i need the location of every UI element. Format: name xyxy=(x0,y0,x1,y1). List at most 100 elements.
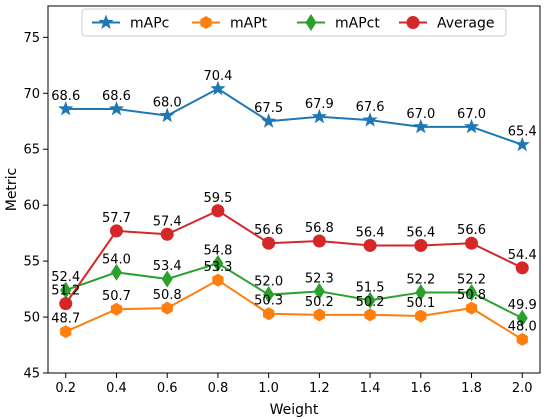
point-mapc xyxy=(514,136,530,152)
point-mapct xyxy=(415,283,427,301)
data-label-mapct: 54.0 xyxy=(102,252,131,267)
point-mapt xyxy=(364,308,376,322)
data-label-mapct: 52.3 xyxy=(305,271,334,286)
data-label-mapct: 52.2 xyxy=(457,272,486,287)
point-mapct xyxy=(466,283,478,301)
point-mapt xyxy=(212,273,224,287)
point-mapt xyxy=(110,302,123,316)
data-label-mapc: 67.0 xyxy=(457,107,486,122)
data-label-mapt: 50.8 xyxy=(153,288,182,303)
point-mapc xyxy=(463,118,480,134)
y-tick-label: 55 xyxy=(23,255,40,270)
x-tick-label: 0.8 xyxy=(208,381,229,396)
point-mapct xyxy=(60,281,72,299)
data-label-mapc: 67.9 xyxy=(305,97,334,112)
y-tick-label: 60 xyxy=(23,199,40,214)
data-label-mapc: 68.6 xyxy=(51,89,80,104)
data-label-average: 51.2 xyxy=(51,284,80,299)
data-label-mapct: 49.9 xyxy=(508,298,537,313)
point-mapc xyxy=(210,80,226,96)
point-mapct xyxy=(212,254,224,272)
data-label-average: 56.4 xyxy=(406,225,435,240)
data-label-mapct: 52.2 xyxy=(406,272,435,287)
plot-area xyxy=(48,6,540,373)
data-label-mapt: 50.1 xyxy=(406,296,435,311)
x-tick-label: 0.4 xyxy=(106,381,127,396)
x-axis-label: Weight xyxy=(270,402,319,418)
data-label-mapct: 52.4 xyxy=(51,270,80,285)
plot-background xyxy=(48,6,540,373)
point-mapc xyxy=(108,100,125,116)
point-average xyxy=(109,224,123,238)
x-tick-label: 1.8 xyxy=(461,381,482,396)
legend-marker xyxy=(98,14,114,29)
point-average xyxy=(363,238,377,252)
legend-entry-mapct: mAPct xyxy=(297,14,380,32)
point-mapc xyxy=(261,113,277,128)
point-average xyxy=(262,236,276,250)
point-mapt xyxy=(465,301,478,315)
axes: 0.2 0.4 0.6 0.8 1.0 1.2 1.4 1.6 1.8 2.0 45 50 55 60 65… xyxy=(23,5,541,396)
data-label-mapc: 67.6 xyxy=(356,100,385,115)
data-label-mapc: 68.0 xyxy=(153,96,182,111)
x-tick-label: 2.0 xyxy=(512,381,533,396)
data-label-mapct: 51.5 xyxy=(356,280,385,295)
legend-marker xyxy=(305,14,317,31)
series-line-mapct xyxy=(65,262,523,320)
data-label-average: 57.4 xyxy=(153,214,182,229)
point-average xyxy=(465,236,479,250)
legend: mAPc mAPt mAPct Average xyxy=(81,8,507,37)
legend-entry-mapc: mAPc xyxy=(92,14,169,32)
x-tick-label: 1.6 xyxy=(410,381,431,396)
data-label-mapct: 54.8 xyxy=(203,243,232,258)
data-label-mapc: 70.4 xyxy=(203,69,232,84)
point-mapct xyxy=(516,309,528,327)
point-mapc xyxy=(311,108,327,124)
point-average xyxy=(160,227,174,241)
axes-frame xyxy=(47,5,541,374)
series-line-mapt xyxy=(65,278,523,341)
data-label-mapt: 48.0 xyxy=(508,319,537,334)
x-tick-label: 1.0 xyxy=(258,381,279,396)
x-tick-label: 1.2 xyxy=(309,381,330,396)
data-label-mapt: 50.3 xyxy=(254,294,283,309)
y-tick-label: 65 xyxy=(23,143,40,158)
data-label-average: 56.8 xyxy=(305,221,334,236)
point-mapct xyxy=(313,282,325,300)
legend-marker xyxy=(406,16,420,29)
data-label-mapct: 52.0 xyxy=(254,275,283,290)
point-mapct xyxy=(263,286,275,304)
x-tick-label: 0.6 xyxy=(157,381,178,396)
y-axis-label: Metric xyxy=(4,168,20,212)
data-label-mapt: 50.2 xyxy=(305,295,334,310)
data-label-mapt: 50.7 xyxy=(102,289,131,304)
data-label-mapt: 53.3 xyxy=(203,260,232,275)
point-mapc xyxy=(58,100,74,116)
point-average xyxy=(59,297,73,311)
data-label-mapt: 50.8 xyxy=(457,288,486,303)
point-average xyxy=(515,261,529,275)
data-label-mapc: 68.6 xyxy=(102,89,131,104)
data-label-average: 57.7 xyxy=(102,211,131,226)
series-line-mapc xyxy=(65,87,523,146)
point-average xyxy=(414,238,428,252)
y-tick-label: 70 xyxy=(23,87,40,102)
point-mapt xyxy=(60,325,72,339)
data-label-average: 56.4 xyxy=(356,225,385,240)
legend-label: mAPct xyxy=(335,16,380,32)
data-label-average: 54.4 xyxy=(508,248,537,263)
point-mapct xyxy=(110,263,122,281)
legend-label: mAPt xyxy=(230,16,268,32)
legend-marker xyxy=(200,16,212,29)
legend-label: mAPc xyxy=(130,16,169,32)
data-label-average: 56.6 xyxy=(457,223,486,238)
point-mapt xyxy=(161,301,173,315)
data-label-mapc: 65.4 xyxy=(508,125,537,140)
y-tick-label: 75 xyxy=(23,31,40,46)
legend-entry-mapt: mAPt xyxy=(192,16,268,32)
x-tick-label: 1.4 xyxy=(360,381,381,396)
point-average xyxy=(211,204,225,218)
data-label-average: 56.6 xyxy=(254,223,283,238)
point-mapc xyxy=(159,107,175,123)
